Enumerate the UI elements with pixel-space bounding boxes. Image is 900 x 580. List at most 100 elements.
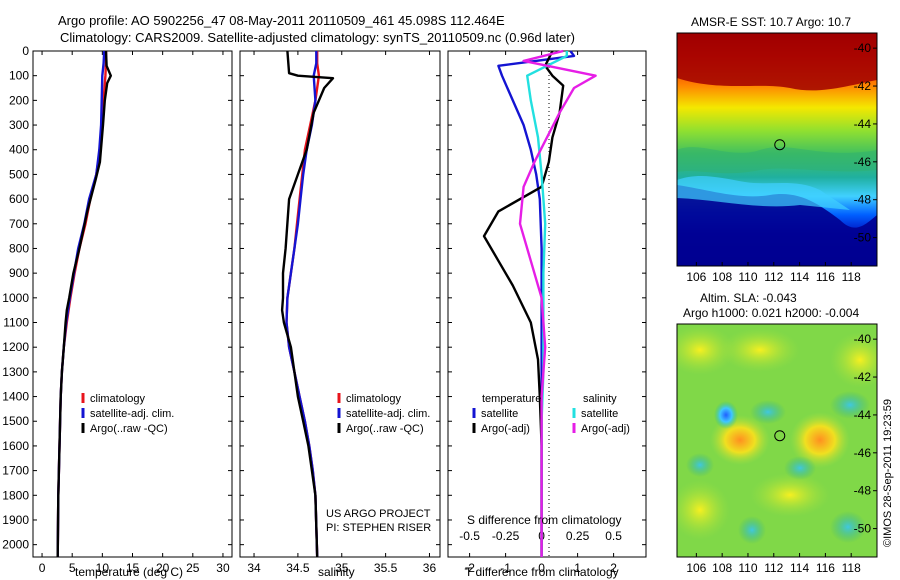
difference-xlabel-top: S difference from climatology: [467, 513, 622, 527]
difference-x-ticks: -2 -1 0 1 2-0.5 -0.25 0 0.25 0.5: [459, 51, 622, 575]
x-tick-label: 35.5: [374, 561, 398, 575]
map-y-tick-label: -48: [854, 193, 872, 207]
pi-annotation: PI: STEPHEN RISER: [326, 522, 431, 534]
map-x-tick-label: 116: [816, 561, 835, 575]
map-x-tick-label: 118: [842, 561, 861, 575]
depth-tick-label: 1200: [2, 340, 29, 354]
temperature-frame: [32, 50, 233, 558]
sst-map-title: AMSR-E SST: 10.7 Argo: 10.7: [691, 15, 851, 29]
sst-map-image: [677, 33, 877, 266]
depth-tick-label: 1400: [2, 390, 29, 404]
salinity-xlabel: salinity: [318, 565, 355, 579]
sla-argo-location-marker: [774, 430, 786, 442]
temperature-legend: climatology satellite-adj. clim. Argo(..…: [81, 393, 174, 435]
legend-climatology-label: climatology: [90, 393, 146, 405]
salinity-lines: [280, 50, 335, 558]
sla-map-panel: Altim. SLA: -0.043 Argo h1000: 0.021 h20…: [676, 291, 878, 575]
depth-tick-label: 900: [9, 266, 29, 280]
map-x-tick-label: 114: [790, 561, 809, 575]
sla-map-title: Altim. SLA: -0.043: [700, 291, 797, 305]
legend-satellite-label: satellite-adj. clim.: [90, 408, 174, 420]
x-tick-label: 35: [335, 561, 349, 575]
map-y-tick-label: -48: [854, 484, 872, 498]
depth-tick-label: 500: [9, 167, 29, 181]
legend-temp-satellite-label: satellite: [481, 408, 518, 420]
x-tick-label: -1: [500, 561, 511, 575]
legend-argo-label: Argo(..raw -QC): [90, 423, 168, 435]
map-x-tick-label: 110: [738, 561, 757, 575]
top-x-tick-label: 0.25: [566, 529, 590, 543]
salinity-x-ticks: 34 34.5 35 35.5 36: [247, 51, 436, 575]
x-tick-label: 0: [538, 561, 545, 575]
project-annotation: US ARGO PROJECT: [326, 508, 431, 520]
depth-tick-label: 1500: [2, 414, 29, 428]
x-tick-label: 2: [610, 561, 617, 575]
depth-tick-label: 2000: [2, 538, 29, 552]
series-line-argo-raw-qc: [56, 50, 113, 558]
temperature-lines: [56, 50, 113, 558]
map-x-tick-label: 106: [686, 561, 706, 575]
temperature-panel: 0100200300400500600700800900100011001200…: [2, 44, 646, 579]
x-tick-label: 5: [69, 561, 76, 575]
map-y-tick-label: -40: [854, 332, 872, 346]
series-line-satellite-adj-clim: [56, 50, 106, 558]
x-tick-label: 15: [126, 561, 140, 575]
map-y-tick-label: -42: [854, 370, 872, 384]
depth-tick-label: 700: [9, 217, 29, 231]
sst-map-x-ticks: 106 108 110 112 114 116 118: [686, 262, 861, 284]
difference-xlabel: T difference from climatology: [465, 565, 619, 579]
salinity-panel: 34 34.5 35 35.5 36 salinity climatology sate…: [239, 50, 441, 579]
x-tick-label: 1: [574, 561, 581, 575]
difference-frame: [447, 50, 647, 558]
depth-tick-label: 100: [9, 69, 29, 83]
sla-map-frame: [676, 323, 878, 558]
x-tick-label: 10: [96, 561, 110, 575]
map-x-tick-label: 106: [686, 270, 706, 284]
map-x-tick-label: 114: [790, 270, 809, 284]
legend-temperature-title: temperature: [482, 393, 541, 405]
depth-tick-label: 1100: [3, 316, 29, 330]
x-tick-label: -2: [464, 561, 475, 575]
map-x-tick-label: 112: [764, 270, 783, 284]
depth-tick-label: 1600: [2, 439, 29, 453]
salinity-legend: climatology satellite-adj. clim. Argo(..…: [337, 393, 430, 435]
series-line-salinity-argo-adj: [518, 49, 597, 557]
top-x-tick-label: -0.25: [492, 529, 520, 543]
map-y-tick-label: -44: [854, 117, 872, 131]
x-tick-label: 20: [156, 561, 170, 575]
difference-lines: [482, 49, 597, 557]
x-tick-label: 36: [423, 561, 437, 575]
depth-tick-label: 0: [22, 44, 29, 58]
x-tick-label: 34.5: [286, 561, 310, 575]
map-y-tick-label: -42: [854, 79, 872, 93]
depth-tick-label: 1300: [2, 365, 29, 379]
sst-argo-location-marker: [774, 139, 786, 151]
top-x-tick-label: -0.5: [459, 529, 480, 543]
sst-map-panel: AMSR-E SST: 10.7 Argo: 10.7 106 108 110 112…: [676, 15, 878, 284]
legend-argo-label: Argo(..raw -QC): [346, 423, 424, 435]
difference-panel: -2 -1 0 1 2-0.5 -0.25 0 0.25 0.5 S difference fr…: [447, 49, 647, 579]
legend-satellite-label: satellite-adj. clim.: [346, 408, 430, 420]
map-x-tick-label: 108: [712, 270, 732, 284]
series-line-temperature-argo-adj: [482, 50, 565, 557]
sla-map-x-ticks: 106 108 110 112 114 116 118: [686, 553, 861, 575]
map-x-tick-label: 110: [738, 270, 757, 284]
legend-climatology-label: climatology: [346, 393, 402, 405]
depth-tick-label: 1700: [2, 464, 29, 478]
header-line-1: Argo profile: AO 5902256_47 08-May-2011 …: [58, 13, 505, 28]
top-x-tick-label: 0.5: [605, 529, 622, 543]
map-x-tick-label: 112: [764, 561, 783, 575]
timestamp-stamp: ©IMOS 28-Sep-2011 19:23:59: [882, 399, 894, 547]
sst-map-frame: [676, 32, 878, 267]
map-y-tick-label: -50: [854, 522, 872, 536]
sla-map-y-ticks: -40 -42 -44 -46 -48 -50: [854, 332, 877, 536]
legend-sal-satellite-label: satellite: [581, 408, 618, 420]
depth-tick-label: 800: [9, 241, 29, 255]
map-x-tick-label: 108: [712, 561, 732, 575]
map-y-tick-label: -44: [854, 408, 872, 422]
salinity-frame: [239, 50, 441, 558]
series-line-salinity-satellite: [526, 51, 568, 557]
sla-map-subtitle: Argo h1000: 0.021 h2000: -0.004: [683, 306, 859, 320]
x-tick-label: 34: [247, 561, 261, 575]
